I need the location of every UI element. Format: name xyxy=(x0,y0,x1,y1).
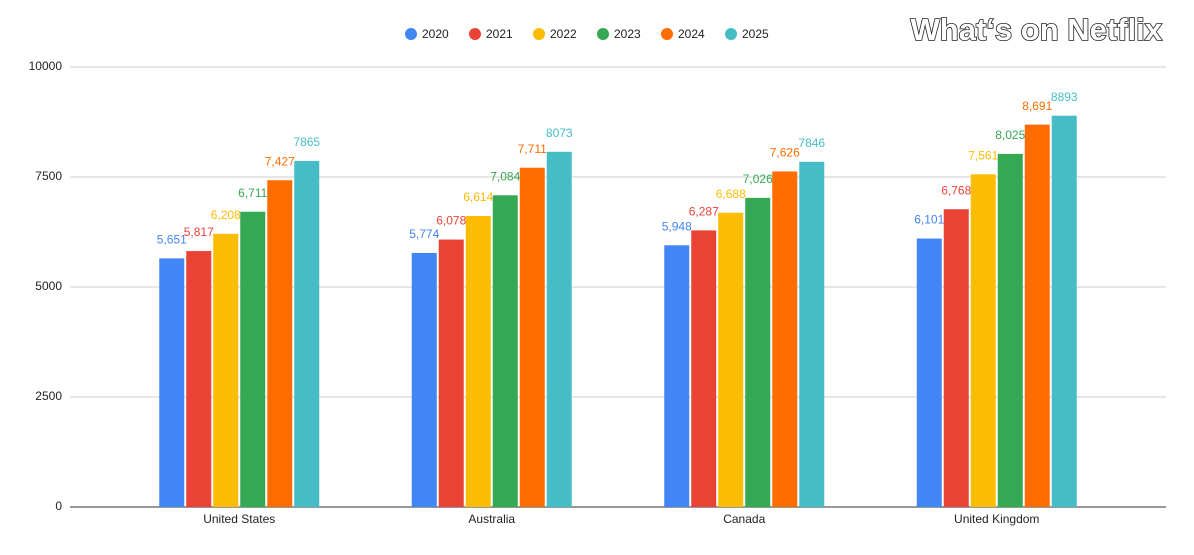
legend-label: 2024 xyxy=(678,27,705,41)
value-label: 8073 xyxy=(546,126,573,140)
bar xyxy=(664,245,690,507)
bar xyxy=(438,239,464,507)
value-label: 6,688 xyxy=(716,187,746,201)
bar xyxy=(267,180,293,507)
value-label: 7865 xyxy=(293,135,320,149)
bar xyxy=(240,211,266,507)
value-label: 5,948 xyxy=(662,219,692,233)
value-label: 7846 xyxy=(798,136,825,150)
value-label: 8,691 xyxy=(1022,99,1052,113)
value-label: 6,208 xyxy=(211,208,241,222)
bar xyxy=(772,171,798,507)
legend-marker xyxy=(725,28,737,40)
legend-marker xyxy=(405,28,417,40)
y-tick-label: 5000 xyxy=(35,279,62,293)
bar xyxy=(1051,115,1077,507)
value-label: 8893 xyxy=(1051,90,1078,104)
legend-marker xyxy=(597,28,609,40)
bar xyxy=(745,197,771,507)
legend-marker xyxy=(661,28,673,40)
chart-title: What‘s on Netflix xyxy=(911,12,1163,47)
legend-marker xyxy=(533,28,545,40)
bar xyxy=(465,215,491,507)
value-label: 7,626 xyxy=(770,146,800,160)
x-tick-label: United States xyxy=(203,512,275,526)
bar xyxy=(186,251,212,507)
bar xyxy=(213,233,239,507)
value-label: 6,101 xyxy=(914,213,944,227)
bar xyxy=(916,238,942,507)
value-label: 6,711 xyxy=(238,186,267,200)
legend-label: 2020 xyxy=(422,27,449,41)
y-tick-label: 2500 xyxy=(35,389,62,403)
value-label: 5,817 xyxy=(184,225,214,239)
value-label: 5,774 xyxy=(409,227,439,241)
value-label: 8,025 xyxy=(995,128,1025,142)
legend-marker xyxy=(469,28,481,40)
x-tick-label: Australia xyxy=(468,512,515,526)
x-tick-label: United Kingdom xyxy=(954,512,1039,526)
value-label: 7,427 xyxy=(265,154,295,168)
bar xyxy=(1024,124,1050,507)
legend-label: 2025 xyxy=(742,27,769,41)
value-label: 6,768 xyxy=(941,183,971,197)
y-tick-label: 0 xyxy=(55,499,62,513)
bar xyxy=(691,230,717,507)
value-label: 6,614 xyxy=(463,190,493,204)
y-tick-label: 7500 xyxy=(35,169,62,183)
bar xyxy=(519,167,545,507)
bar xyxy=(799,161,825,507)
x-tick-label: Canada xyxy=(723,512,765,526)
y-tick-label: 10000 xyxy=(29,59,63,73)
value-label: 7,026 xyxy=(743,172,773,186)
value-label: 7,711 xyxy=(518,142,547,156)
bar xyxy=(159,258,185,507)
bar xyxy=(997,153,1023,507)
value-label: 6,287 xyxy=(689,205,719,219)
bar xyxy=(546,151,572,507)
legend-label: 2021 xyxy=(486,27,513,41)
value-label: 7,084 xyxy=(490,169,520,183)
bar xyxy=(294,160,320,507)
legend-label: 2022 xyxy=(550,27,577,41)
bar xyxy=(943,209,969,507)
legend-label: 2023 xyxy=(614,27,641,41)
bar xyxy=(411,252,437,507)
bar xyxy=(970,174,996,508)
value-label: 7,561 xyxy=(968,148,998,162)
value-label: 5,651 xyxy=(157,233,187,247)
bar xyxy=(718,212,744,507)
value-label: 6,078 xyxy=(436,214,466,228)
bar xyxy=(492,195,518,507)
